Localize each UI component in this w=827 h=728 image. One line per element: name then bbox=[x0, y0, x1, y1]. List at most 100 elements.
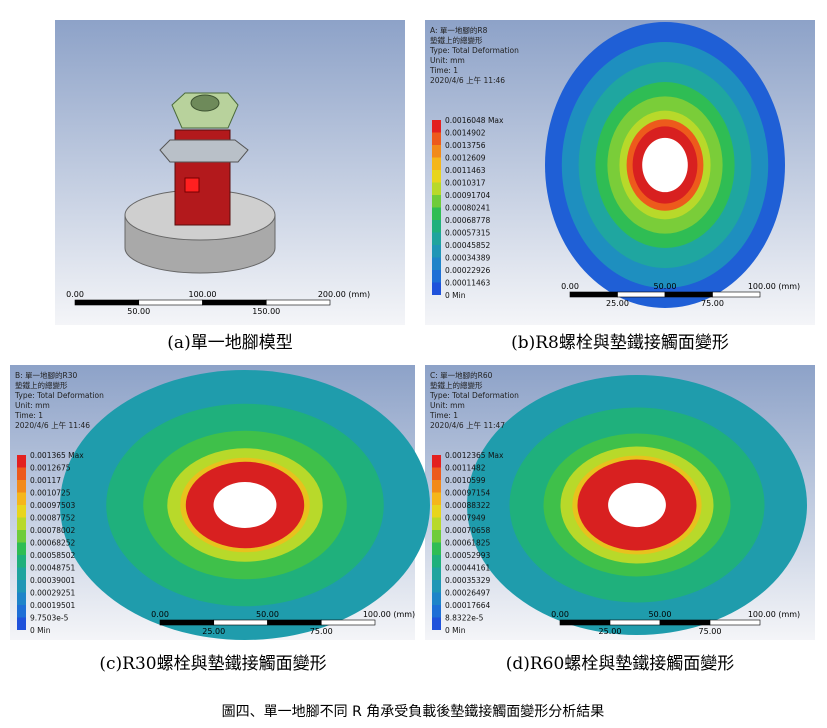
scale-segment bbox=[320, 619, 376, 626]
scale-label: 50.00 bbox=[127, 307, 150, 316]
result-header: Unit: mm bbox=[430, 401, 465, 410]
scale-label: 50.00 bbox=[256, 610, 279, 619]
result-header: Type: Total Deformation bbox=[429, 391, 519, 400]
panel-caption: (c)R30螺栓與墊鐵接觸面變形 bbox=[99, 654, 326, 674]
legend-swatch bbox=[432, 132, 441, 145]
result-header: 墊鐵上的總變形 bbox=[430, 35, 483, 45]
legend-label: 0.00034389 bbox=[445, 254, 491, 263]
legend-swatch bbox=[17, 605, 26, 618]
legend-swatch bbox=[432, 542, 441, 555]
legend-label: 0.00078002 bbox=[30, 526, 76, 535]
legend-swatch bbox=[17, 492, 26, 505]
result-header: C: 單一地腳的R60 bbox=[430, 370, 493, 380]
scale-segment bbox=[569, 291, 618, 298]
legend-label: 8.8322e-5 bbox=[445, 614, 484, 623]
legend-label: 0 Min bbox=[445, 626, 466, 635]
legend-label: 0.00058502 bbox=[30, 551, 76, 560]
legend-label: 0.00097503 bbox=[30, 501, 76, 510]
model-drawing bbox=[124, 92, 276, 274]
legend-label: 0.00044161 bbox=[445, 564, 491, 573]
legend-swatch bbox=[432, 517, 441, 530]
scale-label: 25.00 bbox=[599, 627, 622, 636]
legend-swatch bbox=[432, 145, 441, 158]
legend-label: 0.0011482 bbox=[445, 464, 486, 473]
result-header: Time: 1 bbox=[429, 66, 458, 75]
legend-swatch bbox=[432, 220, 441, 233]
legend-label: 0.00057315 bbox=[445, 229, 491, 238]
scale-label: 25.00 bbox=[606, 299, 629, 308]
legend-swatch bbox=[17, 530, 26, 543]
result-header: Type: Total Deformation bbox=[14, 391, 104, 400]
legend-swatch bbox=[432, 567, 441, 580]
legend-label: 0.00045852 bbox=[445, 241, 491, 250]
contour-band bbox=[642, 137, 688, 193]
legend-label: 0.00080241 bbox=[445, 204, 491, 213]
legend-label: 0.0012609 bbox=[445, 154, 486, 163]
scale-label: 0.00 bbox=[151, 610, 169, 619]
legend-label: 0.0010599 bbox=[445, 476, 486, 485]
legend-swatch bbox=[432, 157, 441, 170]
legend-label: 0.0013756 bbox=[445, 141, 486, 150]
scale-label: 75.00 bbox=[701, 299, 724, 308]
legend-label: 0.0011463 bbox=[445, 166, 486, 175]
legend-label: 9.7503e-5 bbox=[30, 614, 69, 623]
legend-label: 0.00035329 bbox=[445, 576, 491, 585]
contour-band bbox=[608, 482, 666, 528]
legend-swatch bbox=[17, 517, 26, 530]
legend-label: 0.001365 Max bbox=[30, 451, 84, 460]
legend-label: 0.0007949 bbox=[445, 514, 486, 523]
legend-label: 0.00011463 bbox=[445, 279, 491, 288]
panel-caption: (b)R8螺栓與墊鐵接觸面變形 bbox=[511, 333, 729, 353]
scale-label: 75.00 bbox=[699, 627, 722, 636]
legend-swatch bbox=[17, 467, 26, 480]
result-header: Unit: mm bbox=[15, 401, 50, 410]
scale-label: 100.00 (mm) bbox=[748, 282, 800, 291]
legend-swatch bbox=[432, 467, 441, 480]
result-header: 2020/4/6 上午 11:46 bbox=[15, 420, 90, 430]
legend-label: 0.00061825 bbox=[445, 539, 491, 548]
legend-label: 0.00019501 bbox=[30, 601, 76, 610]
result-header: Time: 1 bbox=[429, 411, 458, 420]
legend-label: 0.00017664 bbox=[445, 601, 491, 610]
legend-swatch bbox=[432, 580, 441, 593]
contour-band bbox=[213, 482, 277, 528]
result-header: Unit: mm bbox=[430, 56, 465, 65]
legend-swatch bbox=[432, 182, 441, 195]
legend-label: 0 Min bbox=[30, 626, 51, 635]
legend-label: 0.0010317 bbox=[445, 179, 486, 188]
legend-swatch bbox=[432, 257, 441, 270]
result-header: 墊鐵上的總變形 bbox=[430, 380, 483, 390]
scale-label: 75.00 bbox=[310, 627, 333, 636]
legend-label: 0.00048751 bbox=[30, 564, 76, 573]
scale-segment bbox=[213, 619, 268, 626]
result-header: B: 單一地腳的R30 bbox=[15, 370, 78, 380]
result-header: 墊鐵上的總變形 bbox=[15, 380, 68, 390]
legend-swatch bbox=[432, 592, 441, 605]
legend-swatch bbox=[17, 505, 26, 518]
scale-label: 25.00 bbox=[202, 627, 225, 636]
scale-segment bbox=[138, 299, 203, 306]
scale-label: 0.00 bbox=[551, 610, 569, 619]
legend-label: 0.0012365 Max bbox=[445, 451, 504, 460]
legend-label: 0.00029251 bbox=[30, 589, 76, 598]
result-header: 2020/4/6 上午 11:46 bbox=[430, 75, 505, 85]
legend-swatch bbox=[17, 542, 26, 555]
legend-label: 0.00022926 bbox=[445, 266, 491, 275]
legend-label: 0.0010725 bbox=[30, 489, 71, 498]
result-header: Type: Total Deformation bbox=[429, 46, 519, 55]
legend-swatch bbox=[432, 207, 441, 220]
legend-label: 0.00117 bbox=[30, 476, 61, 485]
legend-swatch bbox=[432, 617, 441, 630]
scale-segment bbox=[609, 619, 661, 626]
scale-label: 100.00 (mm) bbox=[748, 610, 800, 619]
scale-segment bbox=[265, 299, 331, 306]
legend-label: 0.00052993 bbox=[445, 551, 491, 560]
legend-swatch bbox=[432, 170, 441, 183]
panel-caption: (d)R60螺栓與墊鐵接觸面變形 bbox=[506, 654, 735, 674]
scale-segment bbox=[159, 619, 215, 626]
scale-label: 100.00 bbox=[189, 290, 217, 299]
legend-swatch bbox=[432, 120, 441, 133]
legend-label: 0.0012675 bbox=[30, 464, 71, 473]
legend-swatch bbox=[432, 480, 441, 493]
